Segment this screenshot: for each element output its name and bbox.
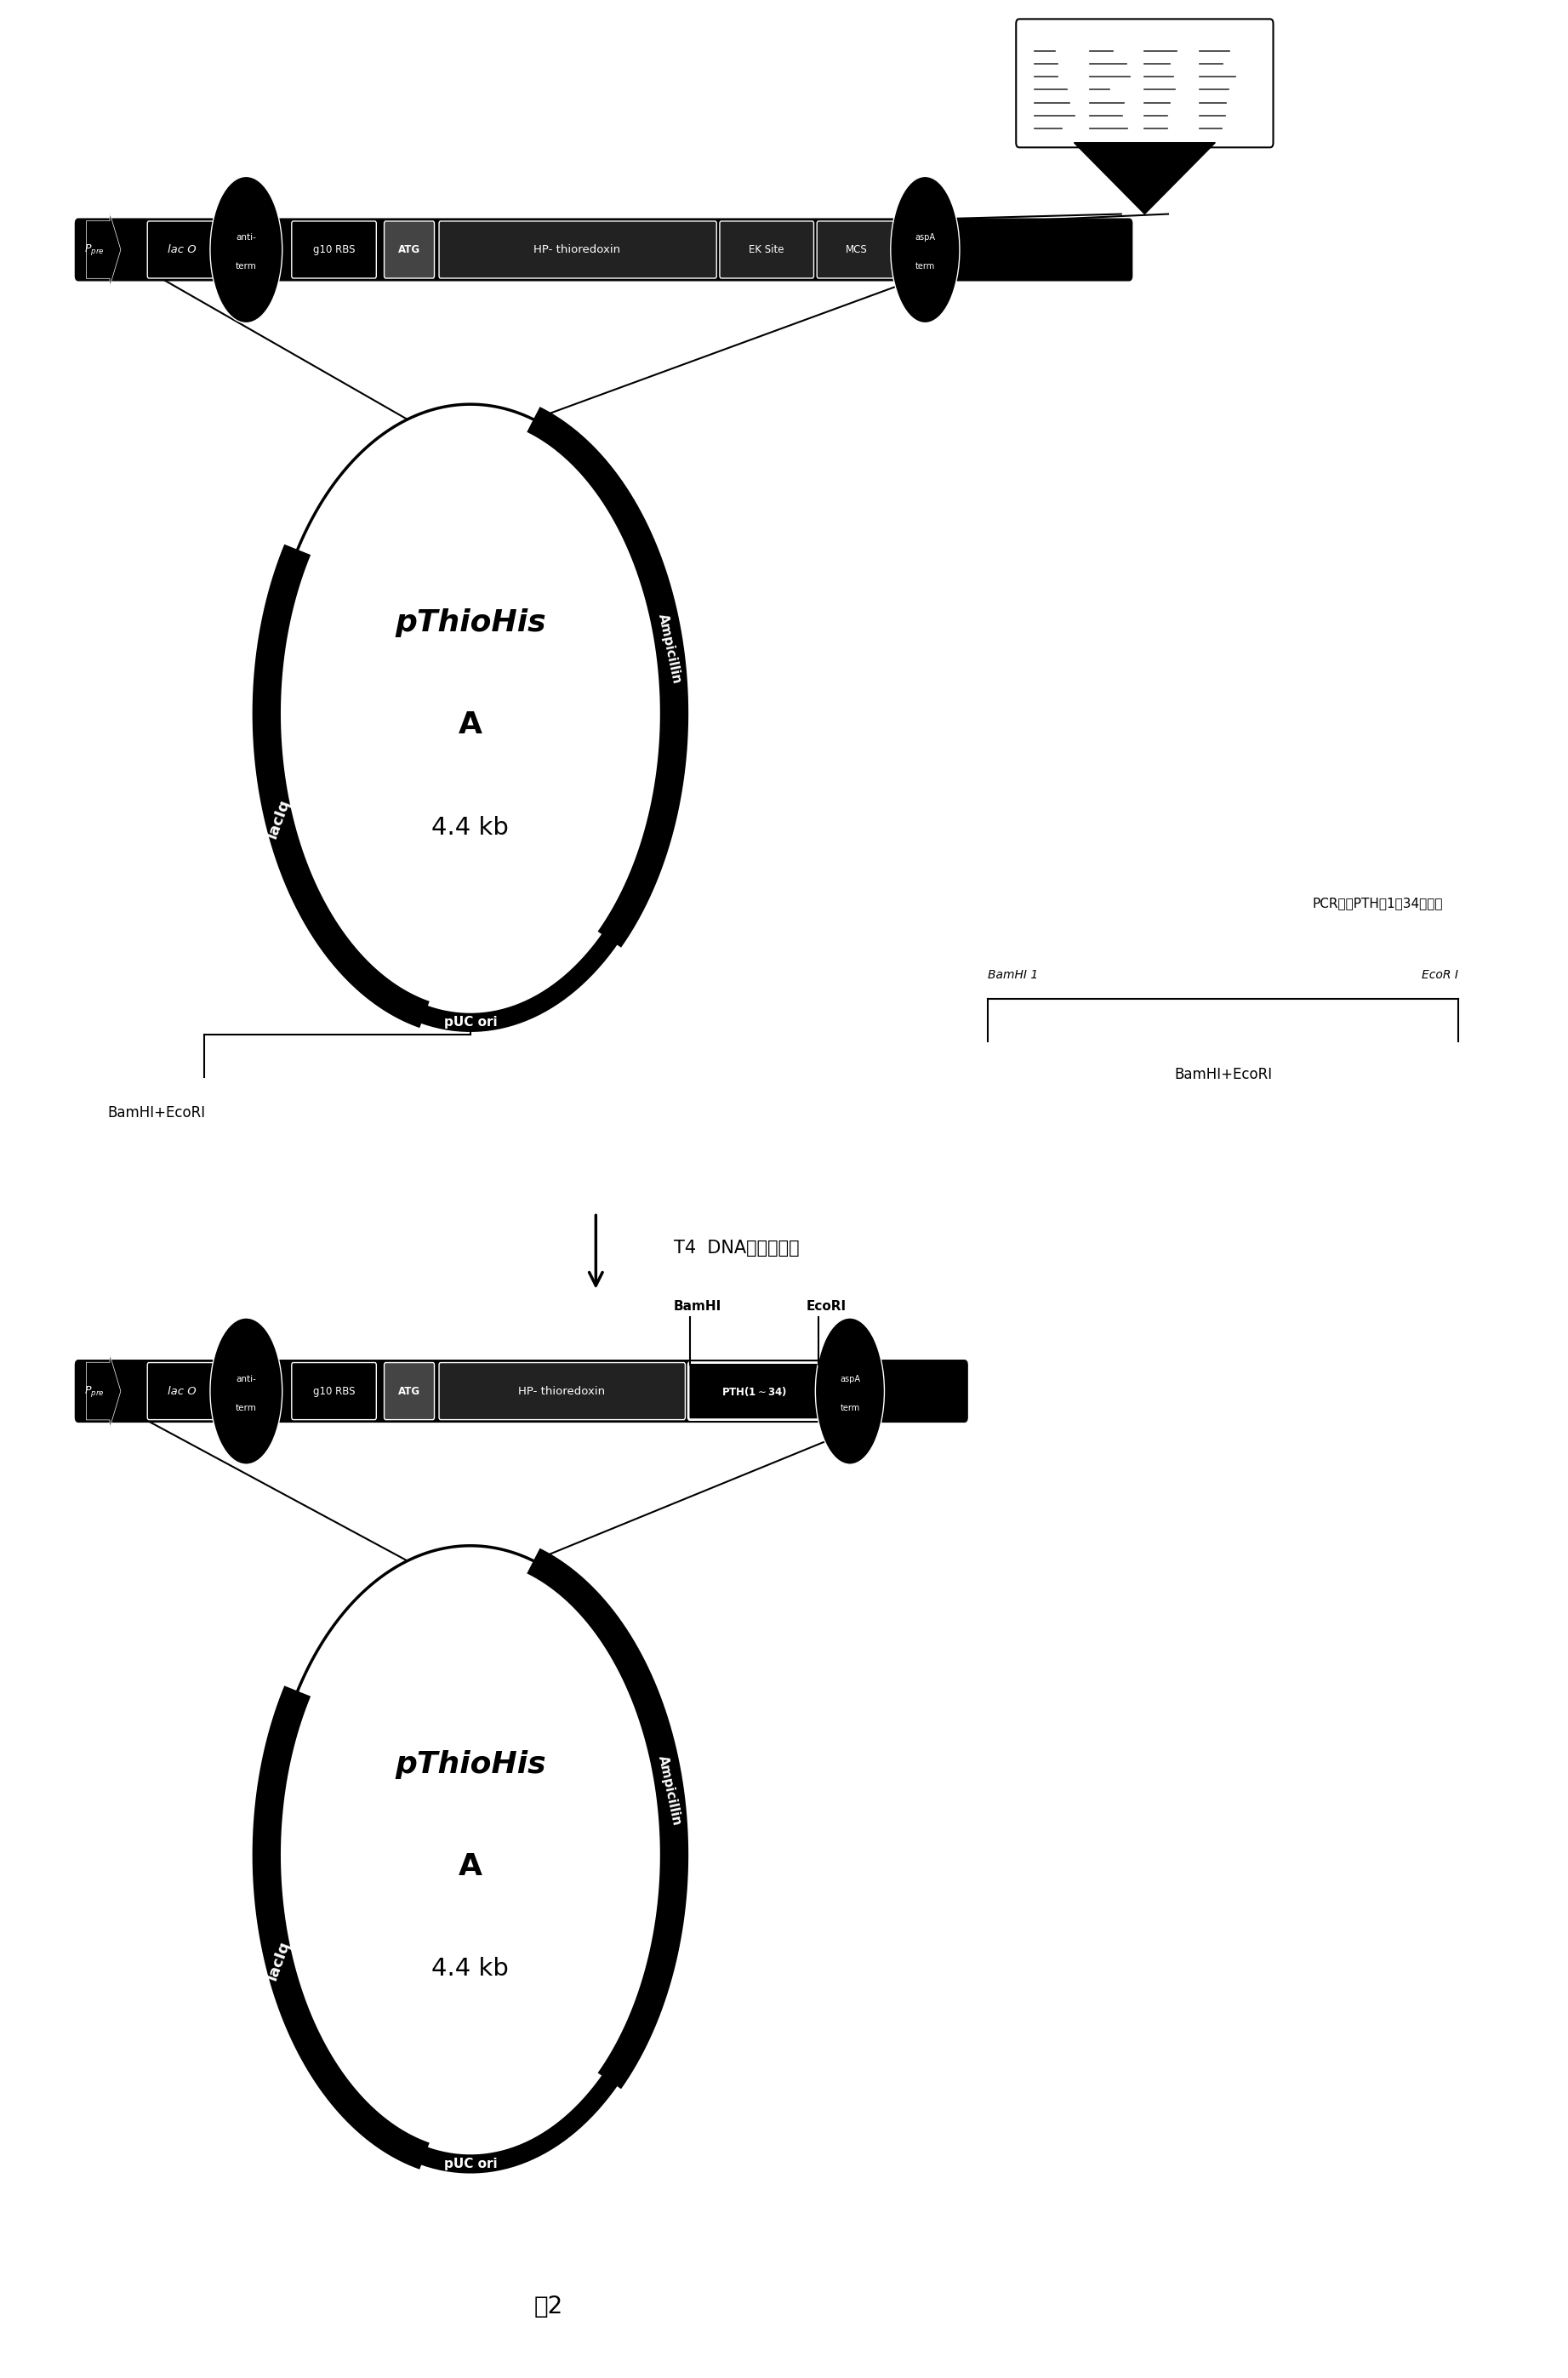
Text: pUC ori: pUC ori [444,2157,497,2171]
FancyBboxPatch shape [1016,19,1273,147]
Text: BamHI: BamHI [674,1301,721,1313]
FancyBboxPatch shape [75,219,1132,281]
FancyBboxPatch shape [147,221,216,278]
Text: term: term [235,262,257,271]
Text: aspA: aspA [914,233,936,243]
FancyBboxPatch shape [292,221,376,278]
FancyBboxPatch shape [147,1363,216,1420]
Text: 4.4 kb: 4.4 kb [431,816,510,839]
Ellipse shape [815,1317,884,1465]
Text: A: A [458,711,483,740]
Text: EcoRI: EcoRI [806,1301,847,1313]
FancyBboxPatch shape [292,1363,376,1420]
Text: term: term [916,262,935,271]
Ellipse shape [891,176,960,323]
FancyBboxPatch shape [384,1363,434,1420]
Ellipse shape [210,176,282,323]
Text: term: term [235,1403,257,1413]
Text: g10 RBS: g10 RBS [314,1386,354,1396]
Text: g10 RBS: g10 RBS [314,245,354,254]
FancyBboxPatch shape [384,221,434,278]
Text: pThioHis: pThioHis [395,1750,546,1779]
Text: term: term [840,1403,859,1413]
FancyArrow shape [86,1355,121,1427]
Text: lacIq: lacIq [265,1938,293,1983]
Text: PCR扩增PTH（1～34）基因: PCR扩增PTH（1～34）基因 [1312,897,1443,911]
Text: lacIq: lacIq [265,797,293,842]
Text: lac O: lac O [168,1386,196,1396]
FancyBboxPatch shape [75,1360,967,1422]
Text: A: A [458,1852,483,1881]
FancyBboxPatch shape [439,1363,685,1420]
Polygon shape [1074,143,1215,214]
Text: ATG: ATG [398,1386,420,1396]
FancyBboxPatch shape [817,221,895,278]
Text: EK Site: EK Site [750,245,784,254]
FancyBboxPatch shape [720,221,814,278]
FancyBboxPatch shape [688,1363,820,1420]
Text: Ampicillin: Ampicillin [655,614,684,685]
Text: BamHI+EcoRI: BamHI+EcoRI [108,1106,205,1120]
FancyBboxPatch shape [439,221,717,278]
Text: T4  DNA连接酶连接: T4 DNA连接酶连接 [674,1239,800,1258]
Text: EcoR I: EcoR I [1422,968,1458,982]
Text: 图2: 图2 [535,2295,563,2319]
Text: pUC ori: pUC ori [444,1015,497,1030]
Text: $P_{pre}$: $P_{pre}$ [85,1384,103,1398]
Text: BamHI+EcoRI: BamHI+EcoRI [1174,1068,1272,1082]
Text: pThioHis: pThioHis [395,609,546,637]
Text: $P_{pre}$: $P_{pre}$ [85,243,103,257]
Text: anti-: anti- [237,233,256,243]
FancyArrow shape [86,214,121,285]
Text: anti-: anti- [237,1374,256,1384]
Text: BamHI 1: BamHI 1 [988,968,1038,982]
Text: ATG: ATG [398,245,420,254]
Text: lac O: lac O [168,245,196,254]
Text: HP- thioredoxin: HP- thioredoxin [533,245,621,254]
Text: MCS: MCS [845,245,867,254]
Ellipse shape [210,1317,282,1465]
Text: 4.4 kb: 4.4 kb [431,1957,510,1981]
Text: Ampicillin: Ampicillin [655,1755,684,1826]
Text: PTH(1$\sim$34): PTH(1$\sim$34) [721,1384,787,1398]
Text: HP- thioredoxin: HP- thioredoxin [517,1386,605,1396]
Text: aspA: aspA [839,1374,861,1384]
